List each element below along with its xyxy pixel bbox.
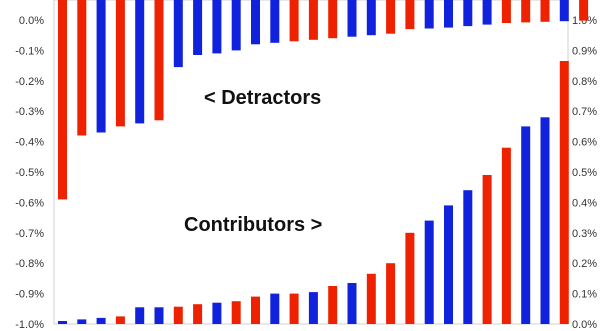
contributor-bar xyxy=(347,283,357,324)
detractor-bar xyxy=(386,0,396,34)
detractor-bar xyxy=(96,0,106,133)
contributor-bar xyxy=(77,319,87,324)
contributor-bar xyxy=(501,147,511,324)
contributor-bar xyxy=(540,117,550,324)
contributor-bar xyxy=(289,293,299,324)
contributors-annotation: Contributors > xyxy=(184,214,322,236)
detractor-bar xyxy=(521,0,531,23)
detractor-bar xyxy=(366,0,376,36)
contributor-bar xyxy=(135,307,145,324)
left-tick-label: -0.7% xyxy=(15,228,44,240)
right-tick-label: 0.8% xyxy=(572,76,597,88)
contributor-bar xyxy=(444,205,453,324)
detractor-bar xyxy=(193,0,203,55)
detractor-bar xyxy=(482,0,492,25)
detractor-bars xyxy=(58,0,589,200)
right-tick-label: 0.9% xyxy=(572,45,597,57)
left-tick-label: -0.3% xyxy=(15,106,44,118)
detractor-bar xyxy=(58,0,67,200)
contributor-bar xyxy=(405,232,415,324)
left-tick-label: -0.4% xyxy=(15,137,44,149)
detractor-bar xyxy=(424,0,434,29)
contributor-bar xyxy=(173,306,183,324)
contributor-bars xyxy=(58,61,569,325)
right-tick-label: 0.0% xyxy=(572,319,597,331)
detractor-bar xyxy=(328,0,338,39)
contributor-bar xyxy=(193,304,203,324)
contributor-bar xyxy=(559,61,569,324)
right-tick-label: 0.1% xyxy=(572,289,597,301)
right-tick-label: 0.4% xyxy=(572,197,597,209)
left-tick-label: -0.1% xyxy=(15,45,44,57)
detractor-bar xyxy=(231,0,241,51)
contributor-bar xyxy=(366,273,376,324)
contributor-bar xyxy=(251,296,260,324)
left-tick-label: 0.0% xyxy=(19,15,44,27)
detractors-annotation: < Detractors xyxy=(204,87,321,109)
contributor-bar xyxy=(270,293,280,324)
contributor-bar xyxy=(231,301,241,324)
detractor-bar xyxy=(289,0,299,42)
contributor-bar xyxy=(212,302,222,324)
detractor-bar xyxy=(347,0,357,37)
right-tick-label: 1.0% xyxy=(572,15,597,27)
contributor-bar xyxy=(328,286,338,324)
detractor-bar xyxy=(154,0,164,121)
left-tick-label: -0.6% xyxy=(15,197,44,209)
contributor-bar xyxy=(115,316,125,324)
contributor-bar xyxy=(424,220,434,324)
detractor-bar xyxy=(501,0,511,23)
detractor-bar xyxy=(559,0,569,22)
right-tick-label: 0.2% xyxy=(572,258,597,270)
detractor-bar xyxy=(115,0,125,127)
detractor-bar xyxy=(540,0,550,22)
left-tick-label: -0.8% xyxy=(15,258,44,270)
right-axis-ticks: 1.0% 0.9% 0.8% 0.7% 0.6% 0.5% 0.4% 0.3% 0.2% 0.1%… xyxy=(572,15,597,331)
left-tick-label: -0.5% xyxy=(15,167,44,179)
contributor-bar xyxy=(308,292,318,324)
left-tick-label: -0.2% xyxy=(15,76,44,88)
detractor-bar xyxy=(77,0,87,136)
left-tick-label: -1.0% xyxy=(15,319,44,331)
detractor-bar xyxy=(270,0,280,43)
right-tick-label: 0.3% xyxy=(572,228,597,240)
contributor-bar xyxy=(521,126,531,325)
contributor-bar xyxy=(482,175,492,324)
contributor-bar xyxy=(463,190,473,324)
detractor-bar xyxy=(173,0,183,68)
right-tick-label: 0.5% xyxy=(572,167,597,179)
detractor-bar xyxy=(579,0,589,21)
left-axis-ticks: 0.0% -0.1% -0.2% -0.3% -0.4% -0.5% -0.6% -0.7% -… xyxy=(15,15,44,331)
detractor-bar xyxy=(463,0,473,27)
contributor-bar xyxy=(154,307,164,324)
left-tick-label: -0.9% xyxy=(15,289,44,301)
detractor-bar xyxy=(405,0,415,30)
contributor-bar xyxy=(386,263,396,324)
detractor-bar xyxy=(444,0,453,28)
detractor-bar xyxy=(135,0,145,124)
contributor-bar xyxy=(96,317,106,324)
right-tick-label: 0.6% xyxy=(572,137,597,149)
right-tick-label: 0.7% xyxy=(572,106,597,118)
detractor-bar xyxy=(308,0,318,40)
contributor-bar xyxy=(58,321,67,324)
detractor-bar xyxy=(251,0,260,45)
detractor-bar xyxy=(212,0,222,54)
